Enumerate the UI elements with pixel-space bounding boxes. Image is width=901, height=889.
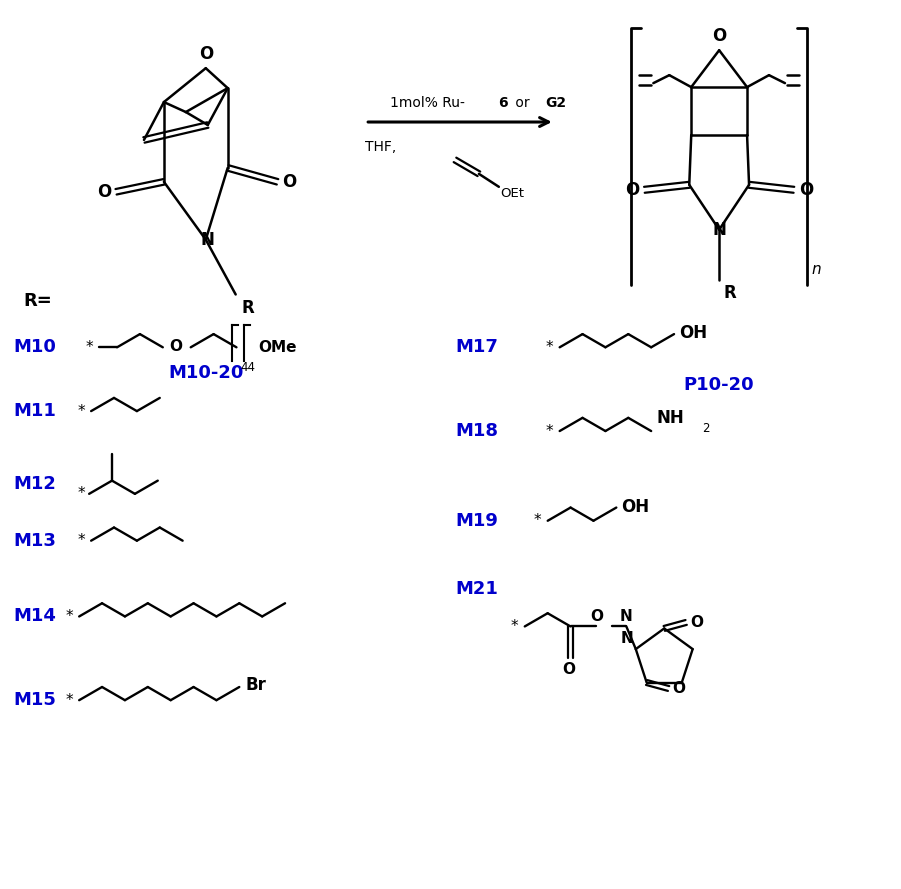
Text: M19: M19 [455, 512, 498, 530]
Text: *: * [66, 609, 73, 624]
Text: *: * [534, 513, 542, 528]
Text: OH: OH [622, 498, 650, 516]
Text: OEt: OEt [500, 187, 523, 200]
Text: OMe: OMe [259, 340, 297, 355]
Text: n: n [812, 262, 822, 277]
Text: P10-20: P10-20 [684, 376, 754, 394]
Text: *: * [66, 693, 73, 708]
Text: *: * [77, 404, 85, 419]
Text: Br: Br [245, 676, 266, 694]
Text: O: O [712, 28, 726, 45]
Text: M13: M13 [14, 532, 56, 549]
Text: N: N [201, 230, 214, 249]
Text: M10: M10 [14, 339, 56, 356]
Text: M14: M14 [14, 607, 56, 626]
Text: R: R [241, 300, 254, 317]
Text: O: O [625, 180, 640, 199]
Text: 44: 44 [241, 361, 256, 374]
Text: 1mol% Ru-: 1mol% Ru- [390, 96, 465, 110]
Text: N: N [620, 610, 633, 624]
Text: *: * [77, 533, 85, 549]
Text: *: * [77, 486, 85, 501]
Text: M21: M21 [455, 580, 498, 597]
Text: O: O [590, 610, 603, 624]
Text: N: N [621, 631, 633, 646]
Text: O: O [168, 339, 182, 354]
Text: N: N [712, 220, 726, 238]
Text: or: or [511, 96, 533, 110]
Text: O: O [283, 172, 296, 191]
Text: O: O [198, 45, 213, 63]
Text: O: O [562, 662, 575, 677]
Text: OH: OH [679, 324, 707, 342]
Text: M18: M18 [455, 422, 498, 440]
Text: *: * [86, 340, 93, 355]
Text: M15: M15 [14, 692, 56, 709]
Text: O: O [799, 180, 814, 199]
Text: 2: 2 [702, 422, 709, 435]
Text: THF,: THF, [365, 140, 396, 154]
Text: *: * [511, 619, 519, 634]
Text: O: O [690, 615, 703, 630]
Text: *: * [546, 423, 553, 438]
Text: M12: M12 [14, 475, 56, 493]
Text: *: * [546, 340, 553, 355]
Text: R: R [724, 284, 736, 301]
Text: 6: 6 [498, 96, 507, 110]
Text: R=: R= [23, 292, 52, 310]
Text: O: O [672, 681, 686, 696]
Text: M10-20: M10-20 [168, 364, 243, 382]
Text: M11: M11 [14, 402, 56, 420]
Text: O: O [96, 183, 111, 201]
Text: G2: G2 [546, 96, 567, 110]
Text: M17: M17 [455, 339, 498, 356]
Text: NH: NH [656, 409, 684, 427]
